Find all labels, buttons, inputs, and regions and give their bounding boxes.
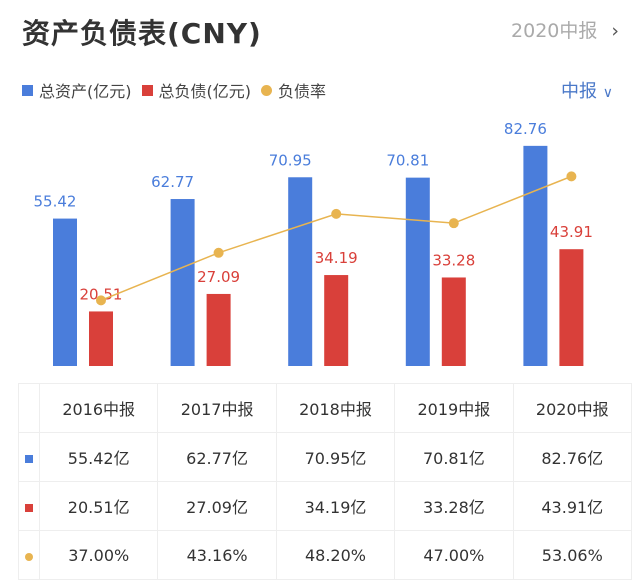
chart: 55.42 62.77 70.95 70.81 82.76 20.51 27.09 34.19… — [34, 120, 593, 366]
chevron-down-icon: ∨ — [602, 85, 613, 101]
liabilities-bar — [559, 249, 584, 366]
page-title: 资产负债表(CNY) — [22, 17, 262, 50]
liabilities-label: 27.09 — [197, 268, 240, 286]
assets-label: 55.42 — [34, 193, 77, 211]
period-selector[interactable]: 2020中报 › — [511, 16, 619, 43]
data-table: 2016中报 2017中报 2018中报 2019中报 2020中报 55.42亿 62.… — [18, 383, 633, 580]
assets-label: 62.77 — [151, 173, 194, 191]
liabilities-bar — [206, 293, 231, 366]
table-header: 2017中报 — [157, 383, 277, 433]
table-cell: 70.95亿 — [275, 432, 396, 482]
ratio-point — [566, 171, 577, 182]
ratio-point — [331, 208, 342, 219]
legend: 总资产(亿元) 总负债(亿元) 负债率 — [22, 78, 336, 102]
ratio-point — [213, 247, 224, 258]
legend-label: 负债率 — [278, 82, 327, 101]
table-header: 2018中报 — [275, 383, 396, 433]
assets-label: 70.95 — [269, 151, 312, 169]
table-cell: 43.91亿 — [512, 481, 633, 531]
table-row: 20.51亿 27.09亿 34.19亿 33.28亿 43.91亿 — [18, 481, 633, 531]
table-cell: 27.09亿 — [157, 481, 277, 531]
assets-bar — [170, 199, 195, 366]
liabilities-label: 20.51 — [80, 285, 123, 303]
liabilities-label: 34.19 — [315, 249, 358, 267]
ratio-point — [96, 295, 106, 306]
table-header: 2020中报 — [512, 383, 633, 433]
assets-label: 70.81 — [386, 152, 429, 170]
liabilities-swatch-icon — [141, 84, 153, 96]
dropdown-label: 中报 — [561, 81, 598, 102]
table-header-row: 2016中报 2017中报 2018中报 2019中报 2020中报 — [18, 383, 633, 433]
table-row: 37.00% 43.16% 48.20% 47.00% 53.06% — [18, 530, 633, 580]
ratio-dot-icon — [261, 84, 272, 96]
legend-label: 总资产(亿元) — [39, 82, 132, 101]
chevron-right-icon: › — [611, 20, 619, 42]
table-cell: 62.77亿 — [157, 432, 277, 482]
assets-bar — [288, 177, 313, 366]
table-row: 55.42亿 62.77亿 70.95亿 70.81亿 82.76亿 — [18, 432, 633, 482]
table-cell: 70.81亿 — [394, 432, 514, 482]
table-cell: 48.20% — [275, 530, 396, 580]
ratio-point — [448, 218, 459, 229]
assets-bar — [523, 145, 548, 366]
period-label: 2020中报 — [511, 20, 598, 42]
table-cell: 55.42亿 — [38, 432, 159, 482]
legend-label: 总负债(亿元) — [158, 82, 252, 101]
report-type-dropdown[interactable]: 中报 ∨ — [561, 77, 613, 103]
assets-swatch-icon — [22, 84, 33, 96]
table-cell: 37.00% — [38, 530, 159, 580]
liabilities-bar — [324, 275, 349, 366]
legend-liabilities[interactable]: 总负债(亿元) — [141, 78, 252, 102]
assets-swatch-icon — [25, 454, 33, 463]
table-cell: 47.00% — [394, 530, 514, 580]
assets-label: 82.76 — [504, 120, 547, 138]
legend-assets[interactable]: 总资产(亿元) — [22, 78, 132, 102]
liabilities-bar — [441, 277, 466, 366]
table-header: 2016中报 — [38, 383, 159, 433]
assets-bar — [53, 218, 77, 366]
table-cell: 82.76亿 — [512, 432, 633, 482]
table-header: 2019中报 — [394, 383, 514, 433]
legend-ratio[interactable]: 负债率 — [261, 78, 326, 102]
table-cell: 20.51亿 — [38, 481, 159, 531]
liabilities-bar — [89, 311, 113, 366]
liabilities-swatch-icon — [25, 503, 33, 512]
table-cell: 33.28亿 — [394, 481, 514, 531]
liabilities-label: 43.91 — [550, 223, 593, 241]
assets-bar — [405, 177, 430, 366]
table-cell: 34.19亿 — [275, 481, 396, 531]
table-cell: 43.16% — [157, 530, 277, 580]
liabilities-label: 33.28 — [432, 251, 475, 269]
ratio-dot-icon — [25, 552, 33, 561]
table-cell: 53.06% — [512, 530, 633, 580]
